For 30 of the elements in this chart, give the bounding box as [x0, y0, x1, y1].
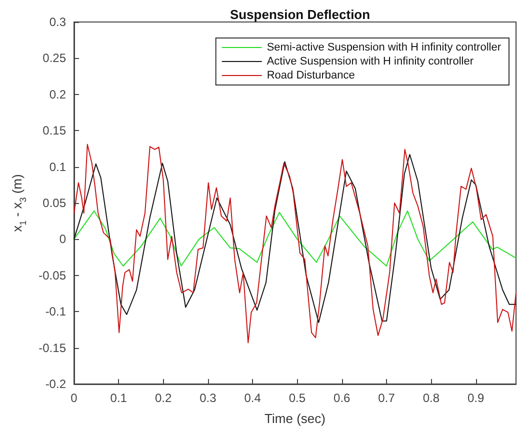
x-tick-label: 0.4 — [244, 391, 262, 405]
x-tick-label: 0.7 — [378, 391, 396, 405]
y-tick-label: -0.1 — [45, 304, 66, 319]
x-tick-label: 0.8 — [422, 391, 440, 405]
y-tick-label: 0.05 — [42, 196, 66, 210]
x-tick-label: 0.1 — [110, 391, 128, 405]
y-tick-label: 0.3 — [49, 15, 66, 29]
x-tick-label: 0.6 — [334, 391, 351, 405]
chart-title: Suspension Deflection — [230, 7, 370, 22]
x-tick-label: 0 — [70, 391, 78, 405]
line-series — [74, 154, 516, 323]
legend-label: Active Suspension with H infinity controller — [266, 56, 474, 68]
legend-label: Semi-active Suspension with H infinity controller — [266, 42, 502, 54]
y-axis-title: x1 - x3 (m) — [10, 174, 28, 232]
y-tick-label: -0.15 — [38, 340, 66, 355]
y-tick-label: 0.15 — [42, 124, 66, 138]
y-tick-label: 0.25 — [42, 51, 66, 66]
line-series — [74, 210, 516, 266]
x-tick-label: 0.2 — [154, 391, 172, 405]
y-tick-label: -0.2 — [45, 377, 66, 391]
x-tick-label: 0.9 — [467, 391, 484, 405]
y-tick-label: 0.2 — [49, 87, 66, 102]
x-tick-label: 0.3 — [200, 391, 217, 405]
x-axis-title: Time (sec) — [264, 411, 326, 426]
x-tick-label: 0.5 — [288, 391, 306, 405]
y-tick-label: 0 — [59, 232, 66, 246]
legend-label: Road Disturbance — [266, 70, 355, 82]
y-tick-label: 0.1 — [49, 160, 66, 174]
y-tick-label: -0.05 — [38, 268, 66, 282]
line-series — [74, 144, 516, 344]
